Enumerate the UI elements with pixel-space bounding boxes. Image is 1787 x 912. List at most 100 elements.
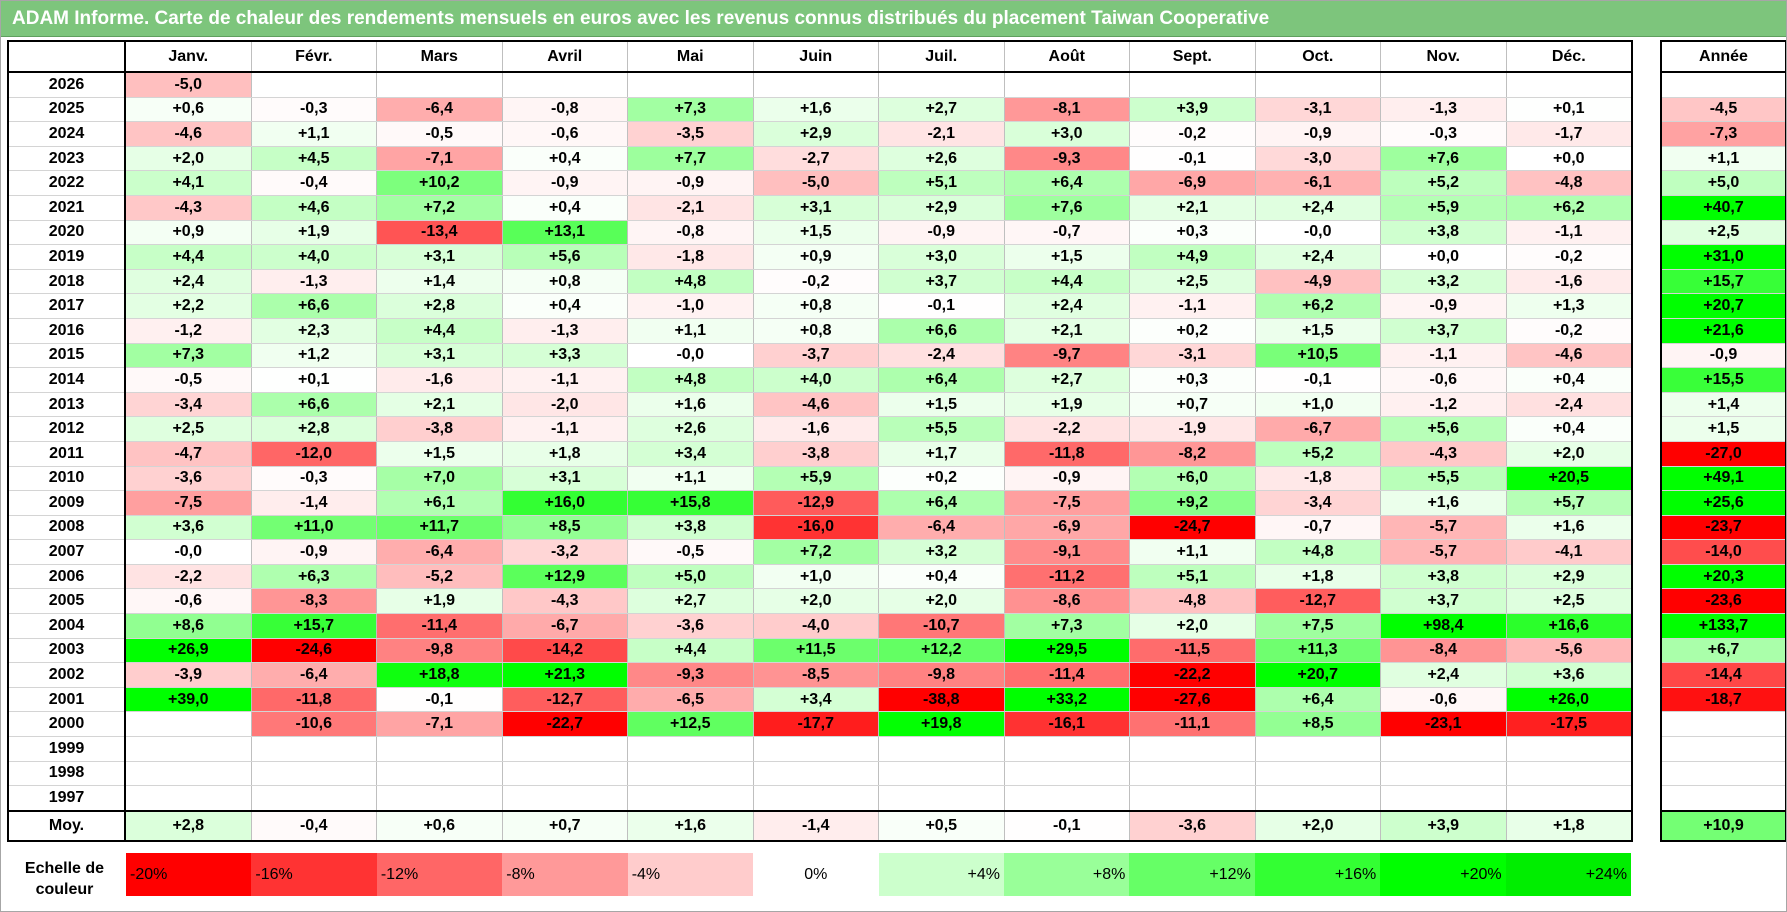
heatmap-cell: +1,2 <box>250 343 377 369</box>
heatmap-cell: -1,1 <box>1505 220 1633 246</box>
year-row: 2018 +2,4 -1,3 +1,4 +0,8 +4,8 -0,2 +3,7 +4,4 +2,5… <box>8 269 1633 295</box>
month-header-row: Janv. Févr. Mars Avril Mai Juin Juil. Août Sept.… <box>8 41 1633 73</box>
heatmap-cell <box>124 711 252 738</box>
heatmap-cell: +1,9 <box>376 588 503 615</box>
heatmap-cell: -6,4 <box>376 97 503 123</box>
heatmap-cell: +10,5 <box>1254 343 1381 369</box>
heatmap-cell: +1,6 <box>1505 515 1633 541</box>
heatmap-cell: +1,5 <box>376 441 503 467</box>
heatmap-cell: -14,2 <box>501 638 628 664</box>
heatmap-cell: +2,4 <box>1380 662 1507 688</box>
heatmap-cell: +2,1 <box>1003 318 1130 344</box>
year-label: 2026 <box>8 72 126 98</box>
heatmap-cell: -3,2 <box>501 539 628 565</box>
heatmap-cell: -4,9 <box>1254 269 1381 295</box>
heatmap-cell: +15,8 <box>627 490 754 516</box>
month-header: Juin <box>752 41 879 73</box>
heatmap-cell: +3,0 <box>878 244 1005 270</box>
average-cell: -3,6 <box>1129 809 1256 842</box>
heatmap-cell: -0,7 <box>1003 220 1130 246</box>
annual-row <box>1661 761 1786 787</box>
year-row: 2012 +2,5 +2,8 -3,8 -1,1 +2,6 -1,6 +5,5 -2,2 -1,9… <box>8 416 1633 442</box>
heatmap-cell: -11,8 <box>250 687 377 713</box>
heatmap-cell: +5,0 <box>627 564 754 590</box>
heatmap-cell: +7,2 <box>376 195 503 221</box>
heatmap-cell: +3,2 <box>1380 269 1507 295</box>
heatmap-cell: +3,7 <box>1380 318 1507 344</box>
heatmap-cell <box>124 736 252 762</box>
heatmap-cell: -12,7 <box>501 687 628 713</box>
heatmap-cell: +2,6 <box>878 146 1005 172</box>
heatmap-cell: -3,5 <box>627 121 754 147</box>
heatmap-cell: -6,9 <box>1003 515 1130 541</box>
annual-cell: +5,0 <box>1661 170 1786 196</box>
year-label: 2017 <box>8 293 126 319</box>
annual-row: +6,7 <box>1661 638 1786 664</box>
year-label: 2007 <box>8 539 126 565</box>
heatmap-cell: +26,9 <box>124 638 252 664</box>
heatmap-cell: -0,8 <box>501 97 628 123</box>
heatmap-cell: +2,0 <box>124 146 252 172</box>
annual-cell <box>1661 72 1786 98</box>
scale-swatch: +12% <box>1129 853 1255 896</box>
scale-swatch: -12% <box>376 853 503 896</box>
heatmap-cell: +19,8 <box>878 711 1005 738</box>
year-row: 2007 -0,0 -0,9 -6,4 -3,2 -0,5 +7,2 +3,2 -9,1 +1,1… <box>8 539 1633 565</box>
heatmap-cell: -5,0 <box>124 72 252 98</box>
heatmap-cell: -16,1 <box>1003 711 1130 738</box>
annual-cell: +1,4 <box>1661 392 1786 418</box>
heatmap-cell: +20,7 <box>1254 662 1381 688</box>
heatmap-cell: +6,6 <box>250 392 377 418</box>
heatmap-cell: -3,8 <box>376 416 503 442</box>
heatmap-cell <box>250 761 377 787</box>
year-row: 2019 +4,4 +4,0 +3,1 +5,6 -1,8 +0,9 +3,0 +1,5 +4,9… <box>8 244 1633 270</box>
heatmap-cell: +3,8 <box>1380 564 1507 590</box>
year-row: 1999 <box>8 736 1633 762</box>
year-row: 2021 -4,3 +4,6 +7,2 +0,4 -2,1 +3,1 +2,9 +7,6 +2,1… <box>8 195 1633 221</box>
heatmap-cell: -8,5 <box>752 662 879 688</box>
heatmap-cell: -3,4 <box>1254 490 1381 516</box>
year-label: 2000 <box>8 711 126 738</box>
heatmap-cell: +0,9 <box>124 220 252 246</box>
heatmap-cell <box>1003 761 1130 787</box>
heatmap-cell: +11,7 <box>376 515 503 541</box>
year-label: 2013 <box>8 392 126 418</box>
annual-cell: +2,5 <box>1661 220 1786 246</box>
heatmap-cell: -10,6 <box>250 711 377 738</box>
heatmap-cell: +5,1 <box>1129 564 1256 590</box>
heatmap-cell: +5,5 <box>878 416 1005 442</box>
heatmap-cell: +4,9 <box>1129 244 1256 270</box>
year-label: 1998 <box>8 761 126 787</box>
heatmap-cell: +2,8 <box>250 416 377 442</box>
heatmap-cell: +1,3 <box>1505 293 1633 319</box>
heatmap-cell: -6,1 <box>1254 170 1381 196</box>
heatmap-cell: +16,6 <box>1505 613 1633 639</box>
heatmap-cell: +98,4 <box>1380 613 1507 639</box>
annual-row: +21,6 <box>1661 318 1786 344</box>
heatmap-cell: -9,1 <box>1003 539 1130 565</box>
heatmap-cell: +5,1 <box>878 170 1005 196</box>
heatmap-cell: +5,2 <box>1254 441 1381 467</box>
year-row: 2001 +39,0 -11,8 -0,1 -12,7 -6,5 +3,4 -38,8 +33,… <box>8 687 1633 713</box>
heatmap-cell: -0,9 <box>1380 293 1507 319</box>
heatmap-cell: +2,1 <box>376 392 503 418</box>
heatmap-cell: +4,4 <box>627 638 754 664</box>
heatmap-cell: +4,4 <box>376 318 503 344</box>
heatmap-cell: +1,1 <box>1129 539 1256 565</box>
year-row: 2014 -0,5 +0,1 -1,6 -1,1 +4,8 +4,0 +6,4 +2,7 +0,3… <box>8 367 1633 393</box>
heatmap-cell: +3,9 <box>1129 97 1256 123</box>
annual-cell: +1,1 <box>1661 146 1786 172</box>
year-label: 2004 <box>8 613 126 639</box>
heatmap-cell: +6,3 <box>250 564 377 590</box>
heatmap-cell: -3,6 <box>627 613 754 639</box>
heatmap-cell: -0,6 <box>124 588 252 615</box>
heatmap-cell: +2,0 <box>1505 441 1633 467</box>
annual-cell: -0,9 <box>1661 343 1786 369</box>
heatmap-cell: -0,2 <box>1129 121 1256 147</box>
annual-cell: -18,7 <box>1661 687 1786 713</box>
heatmap-cell: -0,9 <box>501 170 628 196</box>
heatmap-cell: +1,6 <box>627 392 754 418</box>
heatmap-cell: -0,9 <box>1254 121 1381 147</box>
heatmap-cell: +18,8 <box>376 662 503 688</box>
heatmap-cell: -1,8 <box>627 244 754 270</box>
